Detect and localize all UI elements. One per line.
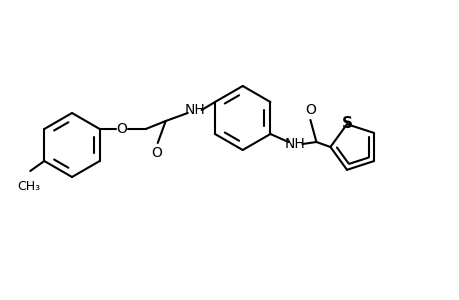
Text: O: O xyxy=(304,103,315,117)
Text: CH₃: CH₃ xyxy=(18,180,41,193)
Text: NH: NH xyxy=(285,137,305,151)
Text: O: O xyxy=(151,146,162,160)
Text: NH: NH xyxy=(184,103,205,117)
Text: S: S xyxy=(341,116,352,131)
Text: O: O xyxy=(116,122,127,136)
